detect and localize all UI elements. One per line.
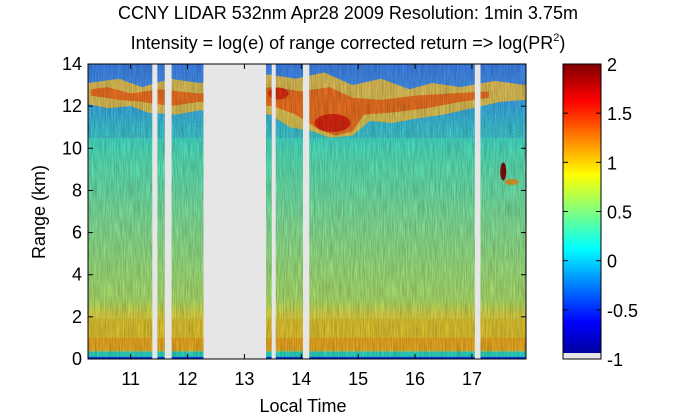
colorbar-nodata-swatch bbox=[563, 353, 601, 359]
y-tick-label: 4 bbox=[72, 265, 82, 285]
no-data-gap bbox=[271, 64, 276, 359]
colorbar-ticks: 2 1.5 1 0.5 0 -0.5 -1 bbox=[563, 55, 638, 370]
no-data-gap bbox=[152, 64, 158, 359]
x-tick-label: 14 bbox=[291, 369, 311, 389]
no-data-gap bbox=[164, 64, 172, 359]
colorbar-tick-label: 2 bbox=[607, 55, 617, 75]
colorbar-tick-label: -1 bbox=[607, 350, 623, 370]
axes: 11 12 13 14 15 16 17 0 2 4 6 8 10 12 14 bbox=[62, 54, 526, 389]
colorbar-tick-label: 0.5 bbox=[607, 203, 632, 223]
y-tick-label: 0 bbox=[72, 349, 82, 369]
y-tick-label: 10 bbox=[62, 138, 82, 158]
x-tick-label: 17 bbox=[462, 369, 482, 389]
colorbar-tick-label: 0 bbox=[607, 252, 617, 272]
colorbar-tick-label: 1 bbox=[607, 153, 617, 173]
x-axis-label: Local Time bbox=[259, 396, 346, 416]
chart-subtitle: Intensity = log(e) of range corrected re… bbox=[131, 32, 566, 53]
no-data-gap bbox=[303, 64, 310, 359]
x-tick-label: 13 bbox=[234, 369, 254, 389]
y-tick-label: 6 bbox=[72, 223, 82, 243]
y-tick-label: 8 bbox=[72, 180, 82, 200]
lidar-image bbox=[88, 64, 526, 359]
colorbar-tick-label: 1.5 bbox=[607, 104, 632, 124]
y-tick-label: 14 bbox=[62, 54, 82, 74]
x-tick-label: 12 bbox=[178, 369, 198, 389]
y-axis-label: Range (km) bbox=[29, 165, 49, 259]
no-data-gap bbox=[203, 64, 267, 359]
chart-title: CCNY LIDAR 532nm Apr28 2009 Resolution: … bbox=[118, 3, 578, 23]
no-data-gap bbox=[474, 64, 481, 359]
colorbar-tick-label: -0.5 bbox=[607, 301, 638, 321]
x-tick-label: 15 bbox=[348, 369, 368, 389]
x-tick-label: 16 bbox=[405, 369, 425, 389]
y-tick-label: 12 bbox=[62, 96, 82, 116]
plot-frame bbox=[87, 63, 527, 360]
x-tick-label: 11 bbox=[121, 369, 140, 389]
y-tick-label: 2 bbox=[72, 307, 82, 327]
colorbar bbox=[563, 64, 601, 359]
